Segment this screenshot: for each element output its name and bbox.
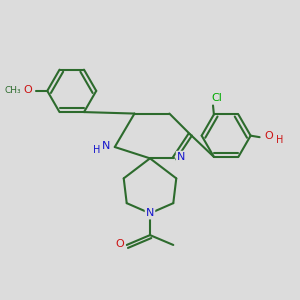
Text: O: O [116, 239, 124, 249]
Text: N: N [146, 208, 154, 218]
Text: H: H [93, 145, 100, 155]
Text: N: N [102, 140, 111, 151]
Text: Cl: Cl [212, 93, 222, 103]
Text: CH₃: CH₃ [5, 86, 22, 95]
Text: O: O [264, 131, 273, 141]
Text: O: O [23, 85, 32, 95]
Text: N: N [177, 152, 185, 162]
Text: H: H [276, 134, 283, 145]
